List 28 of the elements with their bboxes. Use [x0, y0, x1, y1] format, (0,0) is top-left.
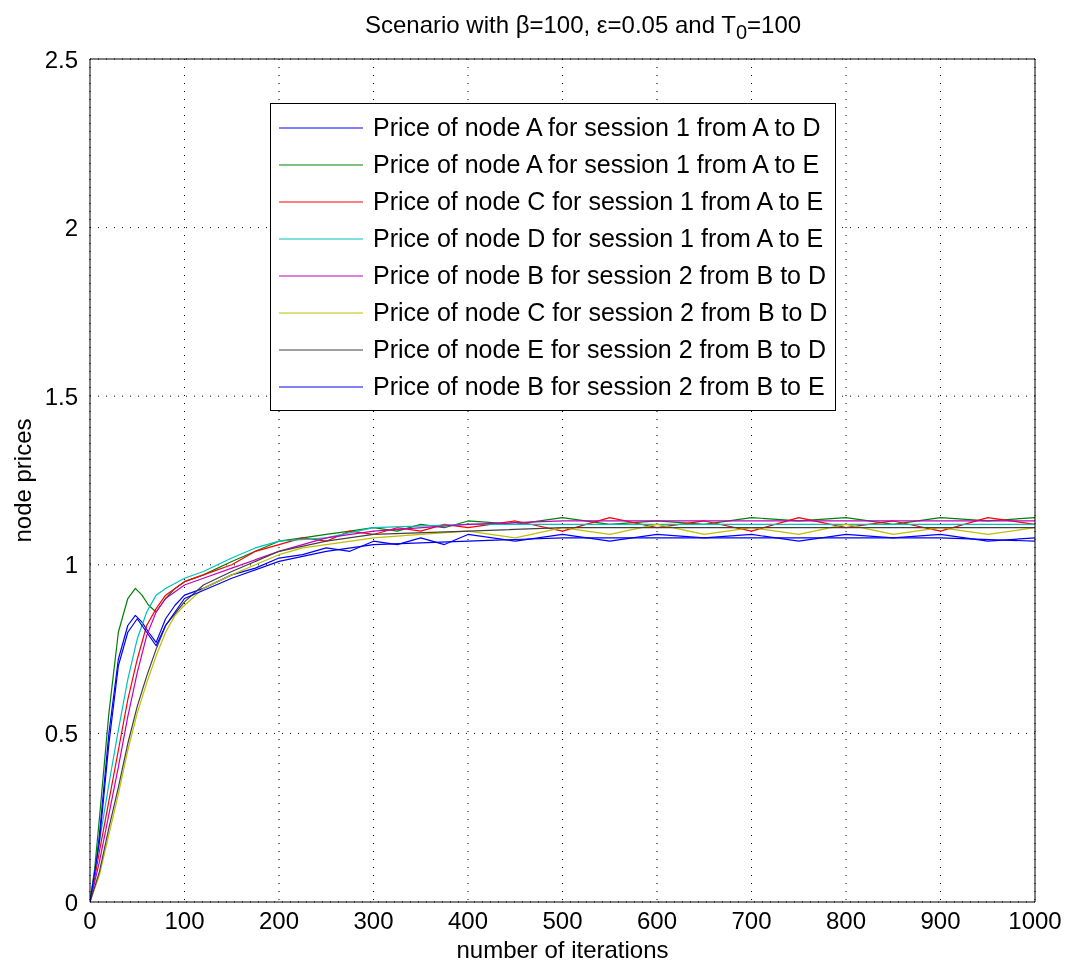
x-tick-label: 500: [542, 907, 583, 935]
x-tick-label: 200: [258, 907, 300, 935]
legend-label: Price of node B for session 2 from B to D: [373, 261, 826, 290]
x-tick-label: 0: [83, 907, 97, 935]
x-tick-label: 600: [636, 907, 678, 935]
legend-label: Price of node C for session 2 from B to D: [373, 298, 828, 327]
x-tick-label: 800: [825, 907, 867, 935]
legend-label: Price of node A for session 1 from A to E: [373, 150, 820, 179]
y-tick-label: 1.5: [44, 382, 78, 410]
x-tick-label: 400: [447, 907, 489, 935]
y-axis-title: node prices: [8, 418, 36, 543]
x-tick-label: 900: [920, 907, 961, 935]
legend-label: Price of node C for session 1 from A to E: [373, 187, 824, 216]
legend-label: Price of node D for session 1 from A to E: [373, 224, 824, 253]
x-tick-label: 700: [731, 907, 772, 935]
y-tick-label: 2: [64, 214, 78, 242]
x-tick-label: 300: [353, 907, 394, 935]
y-tick-label: 0: [64, 888, 78, 916]
x-axis-title: number of iterations: [456, 936, 669, 963]
x-tick-label: 100: [164, 907, 205, 935]
chart-title: Scenario with β=100, ε=0.05 and T$_{0}$=100: [364, 11, 802, 43]
legend-label: Price of node B for session 2 from B to E: [373, 372, 825, 401]
y-tick-label: 0.5: [44, 719, 78, 747]
y-tick-label: 2.5: [44, 45, 78, 73]
x-tick-label: 1000: [1008, 907, 1062, 935]
legend-label: Price of node A for session 1 from A to D: [373, 113, 821, 142]
y-tick-label: 1: [64, 551, 78, 579]
legend-label: Price of node E for session 2 from B to D: [373, 335, 826, 364]
